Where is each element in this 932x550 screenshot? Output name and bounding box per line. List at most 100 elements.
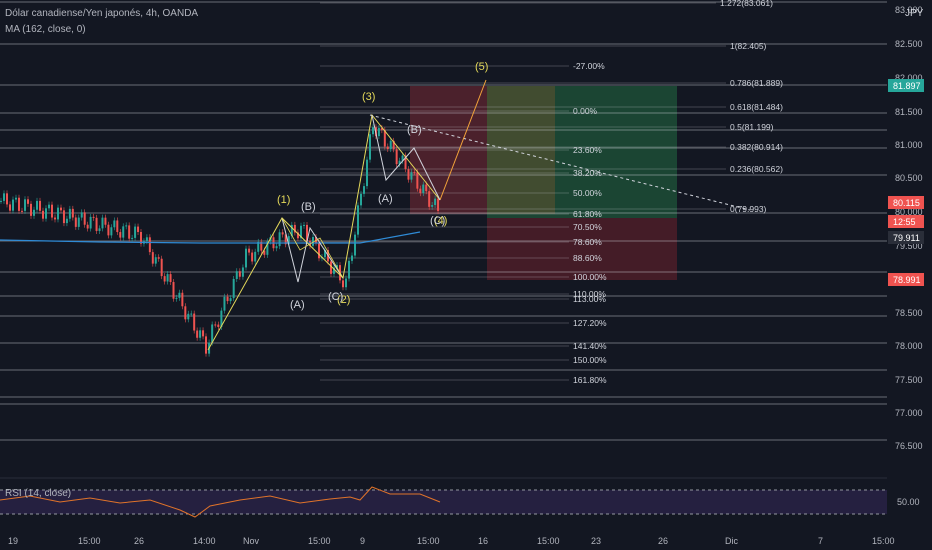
fib-label: 141.40%: [573, 341, 607, 351]
candle-body: [354, 234, 356, 256]
candle-body: [172, 282, 175, 299]
candle-body: [235, 271, 238, 279]
candle-body: [163, 276, 166, 282]
candle-body: [351, 255, 353, 261]
candle-body: [160, 258, 163, 277]
price-tick-label: 81.000: [895, 140, 923, 150]
candle-body: [3, 193, 5, 201]
time-tick-label: 15:00: [537, 536, 560, 546]
candle-body: [98, 228, 101, 231]
candle-body: [260, 241, 263, 251]
price-tag-label: 81.897: [893, 81, 921, 91]
candle-body: [389, 140, 392, 150]
dashed-trendline: [369, 114, 751, 211]
candle-body: [217, 324, 220, 327]
rsi-label: RSI (14, close): [5, 488, 72, 499]
fib-label: 61.80%: [573, 209, 602, 219]
fib-label: 88.60%: [573, 253, 602, 263]
candle-body: [312, 237, 314, 246]
candle-body: [392, 140, 395, 150]
fib-label: 0.382(80.914): [730, 142, 783, 152]
candle-body: [296, 232, 299, 239]
candle-body: [21, 210, 23, 212]
candle-body: [181, 292, 184, 307]
candle-body: [248, 248, 251, 253]
fib-label: 110.00%: [573, 289, 606, 299]
candle-body: [395, 149, 398, 165]
price-tag: [888, 79, 924, 92]
abc-wave-2: [371, 114, 441, 201]
candle-body: [251, 252, 254, 262]
rsi-tick-label: 50.00: [897, 497, 920, 507]
fib-label: 1(82.405): [730, 41, 767, 51]
fib-label: 0.5(81.199): [730, 122, 774, 132]
price-tick-label: 79.500: [895, 241, 923, 251]
candle-body: [254, 251, 257, 262]
candle-body: [360, 193, 362, 206]
candle-body: [71, 208, 74, 218]
candle-body: [48, 204, 50, 209]
rsi-line: [0, 486, 441, 518]
candle-body: [187, 313, 190, 320]
indicator-label: MA (162, close, 0): [5, 24, 86, 35]
candle-body: [151, 252, 154, 264]
candle-body: [131, 237, 134, 239]
candle-body: [281, 232, 284, 235]
candle-body: [300, 225, 302, 239]
candle-body: [145, 237, 148, 242]
candle-body: [24, 199, 26, 211]
candle-body: [229, 298, 232, 302]
fib-label: 0.00%: [573, 106, 598, 116]
candle-body: [293, 224, 296, 233]
price-tick-label: 77.000: [895, 408, 923, 418]
candle-body: [122, 226, 125, 238]
candle-body: [95, 217, 98, 231]
candle-body: [410, 172, 413, 180]
price-tag-label: 79.911: [893, 233, 920, 243]
candle-body: [27, 199, 29, 204]
candle-body: [9, 204, 11, 211]
candle-body: [36, 200, 38, 210]
candle-body: [226, 296, 229, 302]
candle-body: [107, 224, 110, 236]
time-tick-label: 15:00: [308, 536, 331, 546]
candle-body: [154, 257, 157, 264]
time-tick-label: 9: [360, 536, 365, 546]
chart-title: Dólar canadiense/Yen japonés, 4h, OANDA: [5, 8, 199, 19]
price-tick-label: 80.500: [895, 173, 923, 183]
price-tick-label: 76.500: [895, 441, 923, 451]
candle-body: [42, 210, 44, 219]
candle-body: [324, 249, 326, 258]
time-tick-label: 15:00: [78, 536, 101, 546]
candle-body: [134, 226, 137, 238]
ma-line: [0, 231, 421, 244]
price-tick-label: 78.500: [895, 308, 923, 318]
candle-body: [345, 278, 347, 288]
time-tick-label: 15:00: [872, 536, 895, 546]
candle-body: [18, 197, 20, 211]
candle-body: [431, 205, 434, 207]
candle-body: [404, 155, 407, 170]
time-tick-label: 23: [591, 536, 601, 546]
candle-body: [119, 232, 122, 238]
candle-body: [74, 217, 77, 227]
candle-body: [199, 330, 202, 338]
fib-label: 100.00%: [573, 272, 607, 282]
candle-body: [116, 220, 119, 233]
wave-label: (1): [277, 194, 290, 206]
fib-label: -27.00%: [573, 61, 605, 71]
candle-body: [0, 200, 2, 202]
candle-body: [125, 225, 128, 227]
fib-label: 113.00%: [573, 294, 606, 304]
candle-body: [196, 330, 199, 338]
time-tick-label: 7: [818, 536, 823, 546]
candle-body: [245, 248, 247, 268]
abc-wave-1: [281, 217, 344, 283]
price-tick-label: 81.500: [895, 107, 923, 117]
triangle-lines: [281, 217, 344, 279]
fib-label: 78.60%: [573, 237, 602, 247]
candle-body: [80, 212, 83, 218]
fib-label: 23.60%: [573, 145, 602, 155]
candle-body: [62, 210, 65, 224]
